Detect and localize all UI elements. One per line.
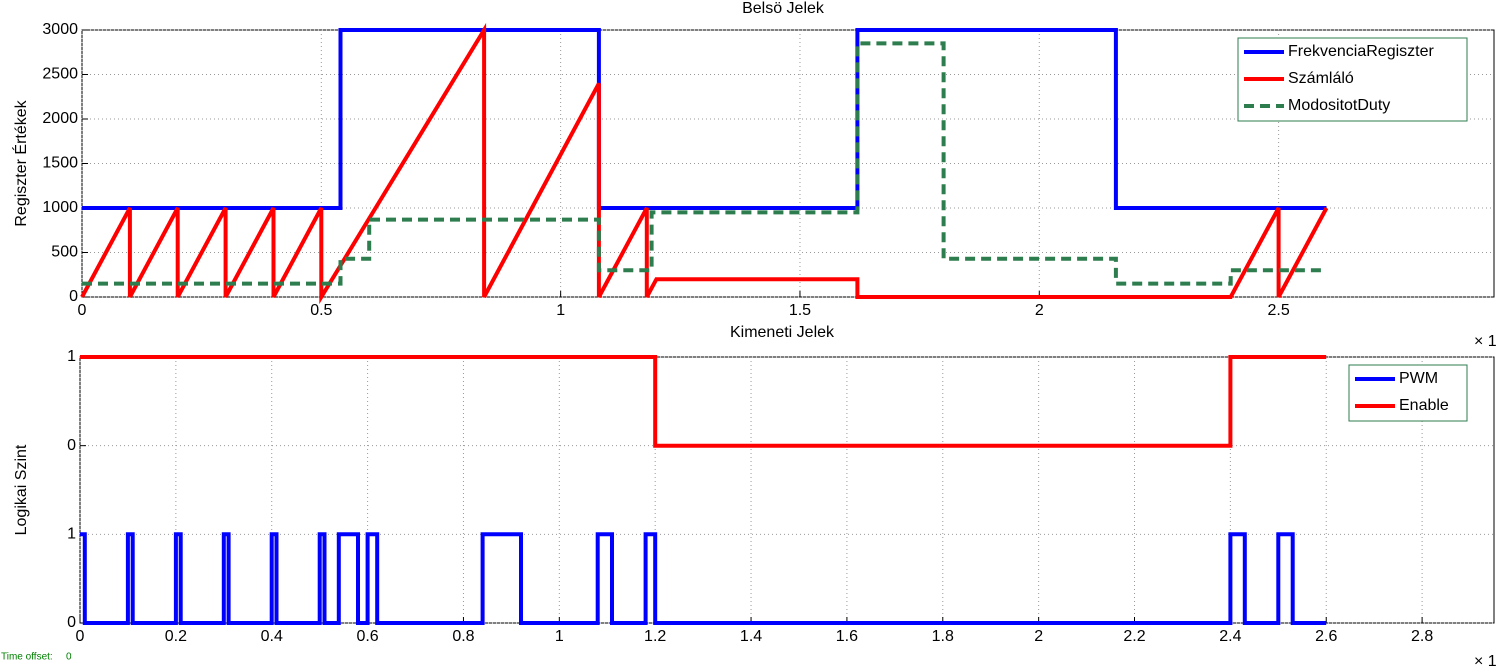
x-tick-label: 1.6	[836, 628, 858, 645]
x-tick-label: 2	[1035, 302, 1044, 319]
series-line	[82, 28, 1327, 210]
x-tick-label: 0.6	[356, 628, 378, 645]
y-tick-label: 1500	[42, 155, 78, 172]
y-tick-label: 1000	[42, 199, 78, 216]
x-tick-label: 0.5	[310, 302, 332, 319]
x-tick-label: 1.2	[644, 628, 666, 645]
x-tick-label: 1.4	[740, 628, 762, 645]
series-line	[80, 532, 1327, 625]
x-tick-label: 1.5	[789, 302, 811, 319]
y-tick-label: 1	[67, 348, 76, 365]
series-line	[80, 22, 1329, 305]
y-tick-label: 3000	[42, 21, 78, 38]
x-exponent: × 1	[1474, 653, 1497, 667]
legend-label: PWM	[1399, 370, 1438, 387]
x-tick-label: 1.8	[932, 628, 954, 645]
time-offset-value: 0	[66, 652, 72, 663]
legend-box	[1348, 364, 1468, 422]
legend-label: Számláló	[1288, 70, 1354, 87]
time-offset-label: Time offset:	[1, 652, 53, 663]
x-tick-label: 2.4	[1219, 628, 1241, 645]
x-tick-label: 0	[78, 302, 87, 319]
chart-title: Kimeneti Jelek	[730, 324, 835, 341]
x-tick-label: 0.8	[452, 628, 474, 645]
x-exponent: × 1	[1474, 333, 1497, 350]
y-tick-label: 0	[67, 614, 76, 631]
plot-area	[79, 356, 1495, 624]
x-tick-label: 2	[1034, 628, 1043, 645]
legend-label: ModositotDuty	[1288, 97, 1390, 114]
x-tick-label: 1	[556, 302, 565, 319]
chart-title: Belsö Jelek	[742, 0, 825, 17]
legend-label: Enable	[1399, 397, 1449, 414]
x-tick-label: 0.4	[261, 628, 283, 645]
x-tick-label: 1	[555, 628, 564, 645]
x-tick-label: 2.5	[1267, 302, 1289, 319]
y-axis-label: Regiszter Értékek	[11, 99, 30, 226]
x-tick-label: 2.2	[1123, 628, 1145, 645]
y-tick-label: 0	[67, 437, 76, 454]
series-line	[80, 355, 1327, 448]
series-line	[82, 41, 1327, 286]
y-tick-label: 2000	[42, 110, 78, 127]
x-tick-label: 2.6	[1315, 628, 1337, 645]
y-tick-label: 0	[69, 288, 78, 305]
legend-label: FrekvenciaRegiszter	[1288, 43, 1435, 60]
x-tick-label: 0.2	[165, 628, 187, 645]
x-tick-label: 0	[76, 628, 85, 645]
y-axis-label: Logikai Szint	[13, 444, 30, 535]
y-tick-label: 500	[51, 244, 78, 261]
y-tick-label: 2500	[42, 66, 78, 83]
y-tick-label: 1	[67, 526, 76, 543]
x-tick-label: 2.8	[1411, 628, 1433, 645]
